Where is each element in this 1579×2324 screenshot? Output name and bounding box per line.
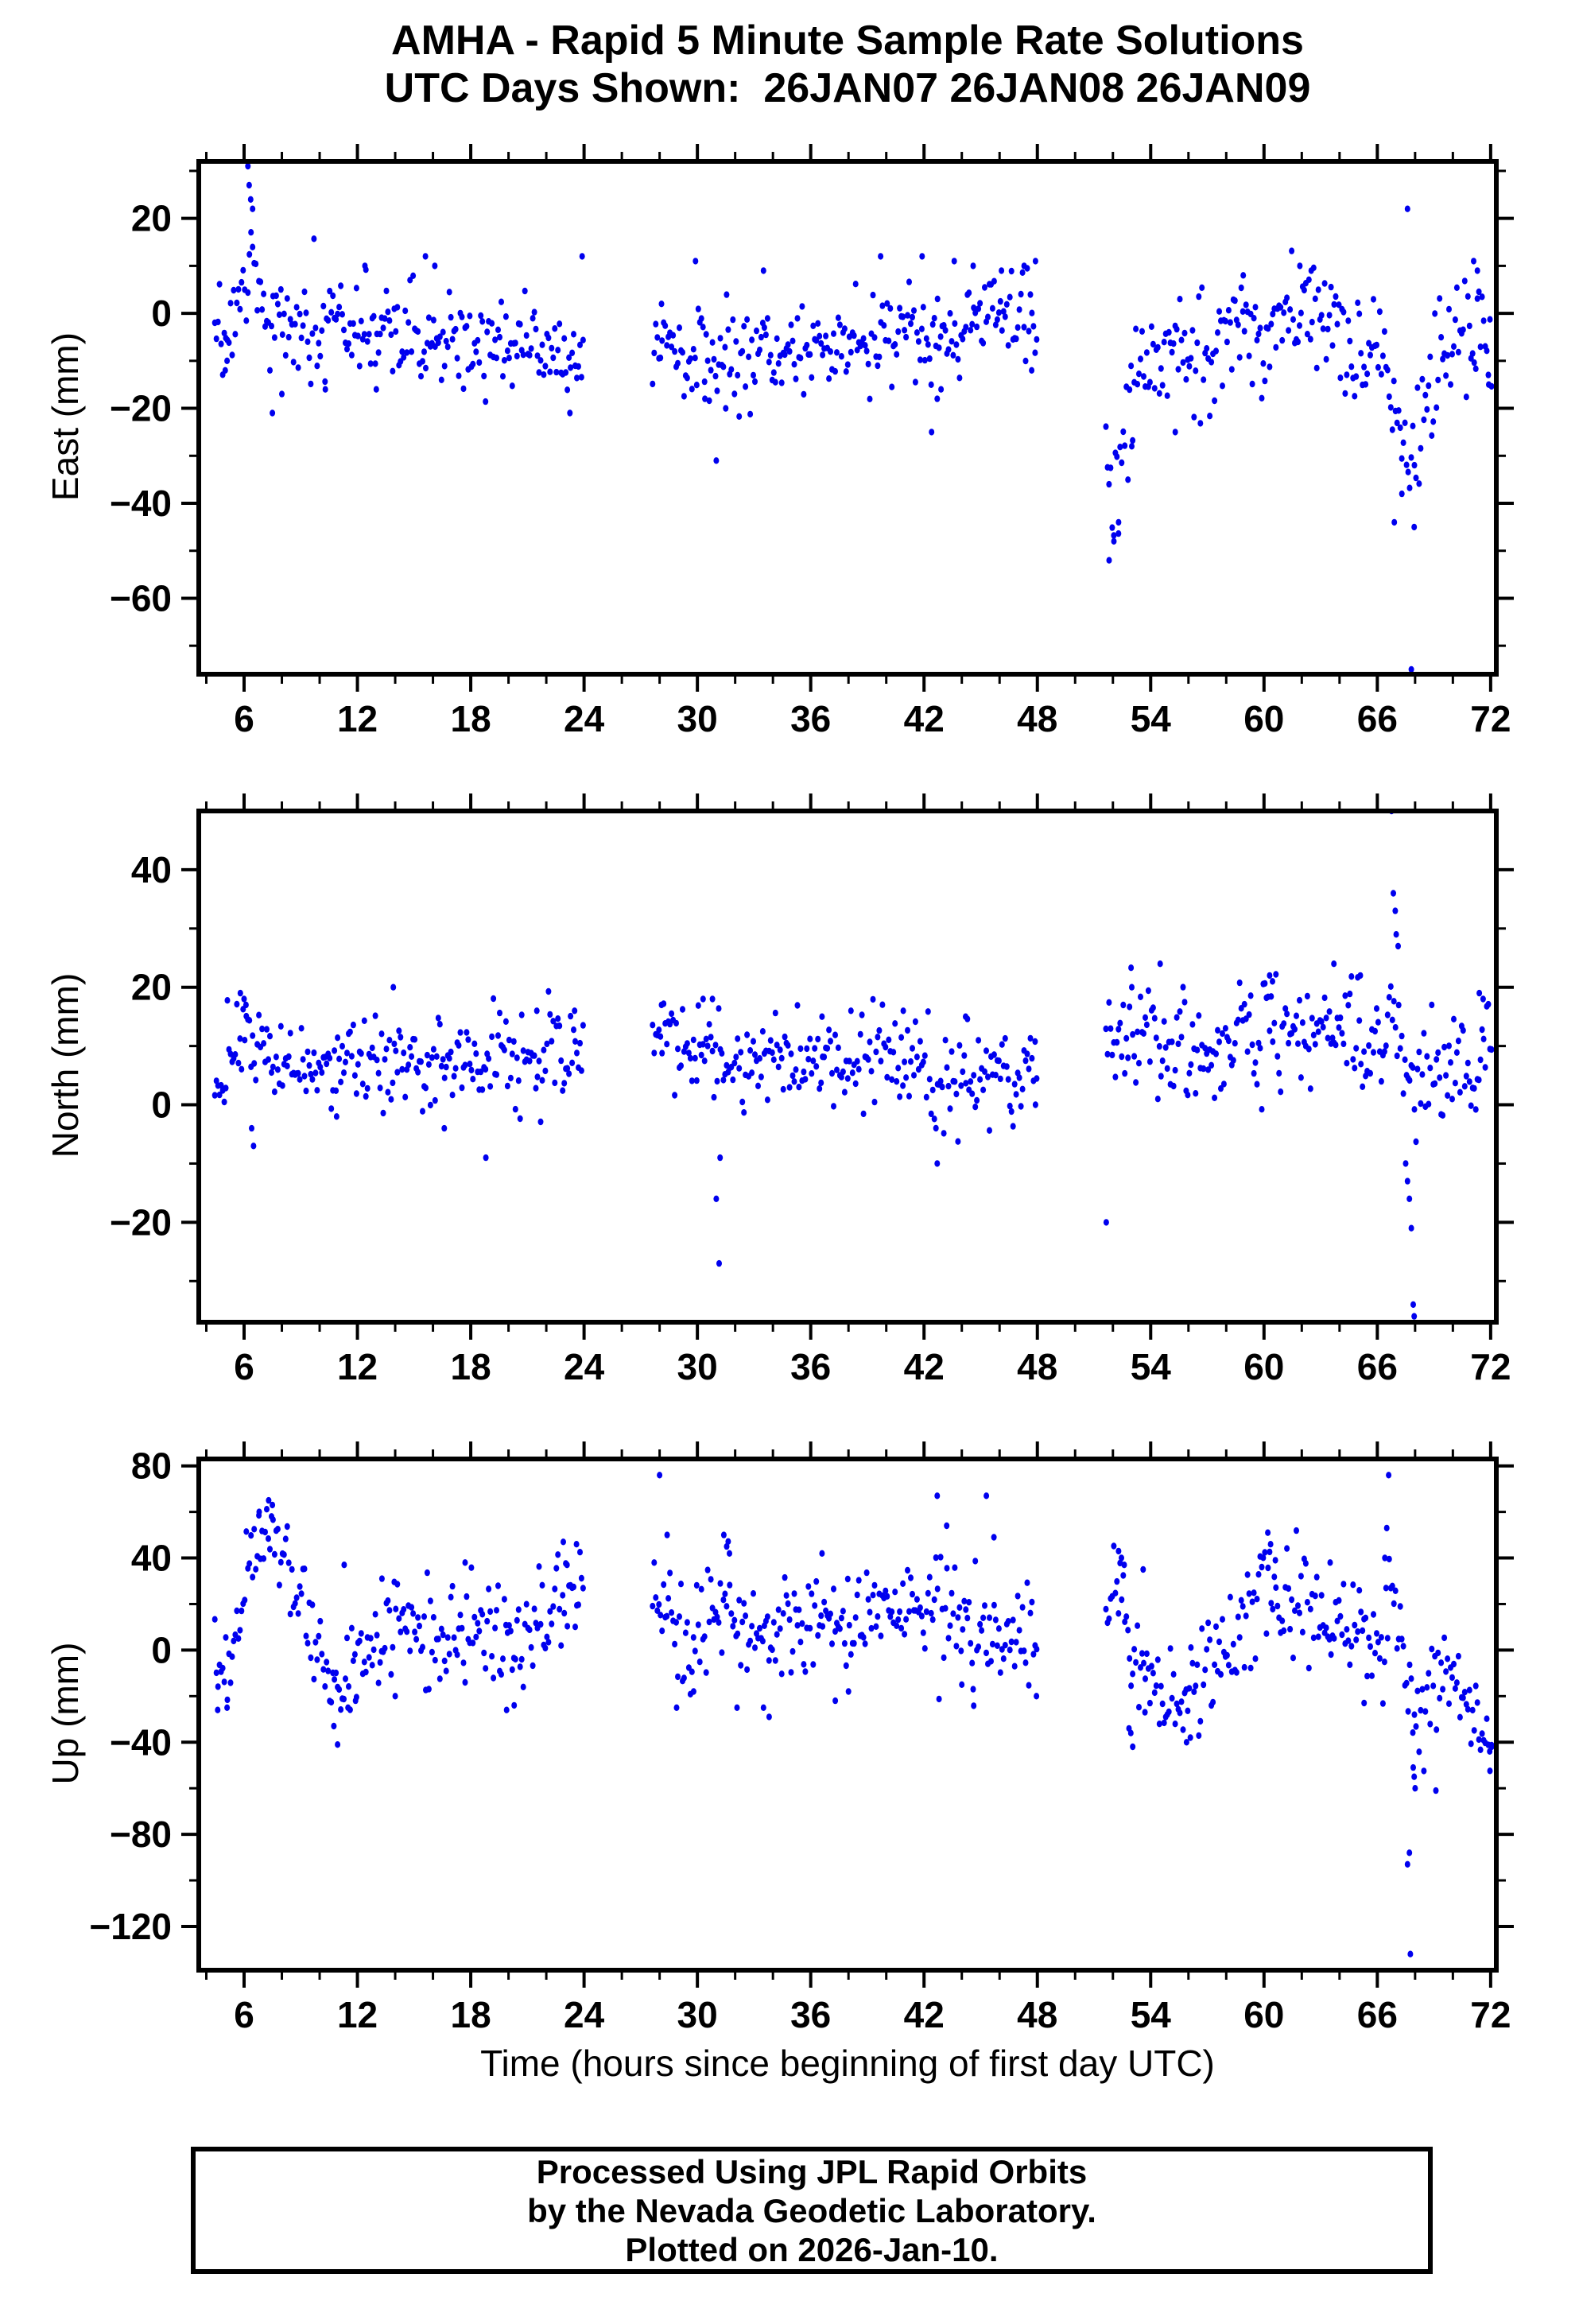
north-scatter-points: [211, 811, 1495, 1320]
up-panel: 80 40 0 −40 −80 −120 6 12 18 24 30 36 42 48 54 60 66 72: [89, 1441, 1514, 2035]
north-xtick-label: 72: [1470, 1346, 1511, 1387]
east-xtick-label: 36: [790, 698, 831, 739]
north-xtick-label: 12: [337, 1346, 378, 1387]
north-xtick-label: 60: [1243, 1346, 1284, 1387]
up-xtick-label: 48: [1017, 1994, 1057, 2035]
plot-title-line2: UTC Days Shown: 26JAN07 26JAN08 26JAN09: [384, 65, 1311, 111]
up-ytick-label: −120: [89, 1906, 172, 1947]
north-xtick-label: 30: [677, 1346, 718, 1387]
north-panel: 40 20 0 −20 6 12 18 24 30 36 42 48 54 60 66 72: [110, 793, 1514, 1387]
north-ytick-label: 0: [151, 1084, 172, 1126]
up-tick-labels: 80 40 0 −40 −80 −120 6 12 18 24 30 36 42 48 54 60 66 72: [89, 1445, 1511, 2035]
east-xtick-label: 24: [564, 698, 605, 739]
footer-line1: Processed Using JPL Rapid Orbits: [536, 2152, 1088, 2190]
north-xtick-label: 18: [450, 1346, 491, 1387]
north-xtick-label: 66: [1357, 1346, 1398, 1387]
north-xtick-label: 54: [1131, 1346, 1172, 1387]
east-scatter-points: [211, 162, 1495, 673]
east-axis-title: East (mm): [45, 332, 86, 502]
north-xtick-label: 6: [234, 1346, 254, 1387]
east-ytick-label: −40: [110, 483, 172, 524]
east-plot-frame: [196, 159, 1499, 677]
east-xtick-label: 18: [450, 698, 491, 739]
north-tick-labels: 40 20 0 −20 6 12 18 24 30 36 42 48 54 60 66 72: [110, 849, 1511, 1387]
north-plot-frame: [196, 809, 1499, 1325]
up-xtick-label: 72: [1470, 1994, 1511, 2035]
up-ytick-label: −40: [110, 1721, 172, 1763]
north-ytick-label: 20: [131, 967, 172, 1008]
up-xtick-label: 30: [677, 1994, 718, 2035]
up-ytick-label: 0: [151, 1629, 172, 1670]
up-xtick-label: 24: [564, 1994, 605, 2035]
east-xtick-label: 30: [677, 698, 718, 739]
up-axis-title: Up (mm): [45, 1642, 86, 1785]
x-axis-title: Time (hours since beginning of first day…: [480, 2043, 1215, 2084]
north-ticks: [181, 793, 1514, 1340]
east-xtick-label: 66: [1357, 698, 1398, 739]
plot-title-line1: AMHA - Rapid 5 Minute Sample Rate Soluti…: [391, 17, 1304, 64]
up-ticks: [181, 1441, 1514, 1988]
up-xtick-label: 42: [904, 1994, 945, 2035]
up-ytick-label: 40: [131, 1538, 172, 1579]
east-tick-labels: 20 0 −20 −40 −60 6 12 18 24 30 36 42 48 54 60 66 72: [110, 198, 1511, 739]
north-axis-title: North (mm): [45, 972, 86, 1158]
east-ticks: [181, 144, 1514, 692]
east-xtick-label: 54: [1131, 698, 1172, 739]
north-xtick-label: 48: [1017, 1346, 1057, 1387]
east-xtick-label: 72: [1470, 698, 1511, 739]
north-xtick-label: 36: [790, 1346, 831, 1387]
east-ytick-label: −20: [110, 388, 172, 429]
up-plot-frame: [196, 1457, 1499, 1973]
up-xtick-label: 18: [450, 1994, 491, 2035]
east-xtick-label: 42: [904, 698, 945, 739]
east-xtick-label: 12: [337, 698, 378, 739]
north-ytick-label: 40: [131, 849, 172, 890]
east-panel: 20 0 −20 −40 −60 6 12 18 24 30 36 42 48 54 60 66 72: [110, 144, 1514, 739]
footer-line3: Plotted on 2026-Jan-10.: [625, 2230, 999, 2268]
up-xtick-label: 36: [790, 1994, 831, 2035]
up-ytick-label: 80: [131, 1445, 172, 1487]
east-xtick-label: 60: [1243, 698, 1284, 739]
north-xtick-label: 24: [564, 1346, 605, 1387]
up-xtick-label: 12: [337, 1994, 378, 2035]
east-xtick-label: 6: [234, 698, 254, 739]
east-ytick-label: 20: [131, 198, 172, 239]
up-ytick-label: −80: [110, 1814, 172, 1855]
east-ytick-label: −60: [110, 577, 172, 619]
up-xtick-label: 54: [1131, 1994, 1172, 2035]
up-xtick-label: 6: [234, 1994, 254, 2035]
up-scatter-points: [211, 1472, 1495, 1957]
north-ytick-label: −20: [110, 1201, 172, 1243]
north-xtick-label: 42: [904, 1346, 945, 1387]
east-xtick-label: 48: [1017, 698, 1057, 739]
up-xtick-label: 66: [1357, 1994, 1398, 2035]
east-ytick-label: 0: [151, 293, 172, 334]
footer-line2: by the Nevada Geodetic Laboratory.: [527, 2191, 1096, 2229]
up-xtick-label: 60: [1243, 1994, 1284, 2035]
footer-box: Processed Using JPL Rapid Orbits by the …: [191, 2147, 1433, 2274]
